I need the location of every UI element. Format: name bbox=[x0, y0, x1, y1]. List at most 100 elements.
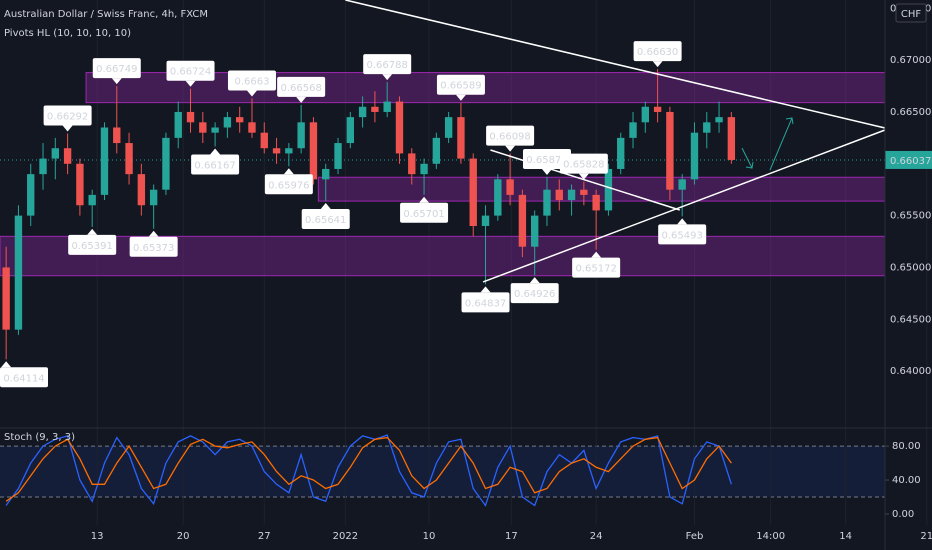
pivot-box bbox=[522, 148, 571, 169]
pivot-box bbox=[92, 58, 141, 79]
candle-body bbox=[690, 132, 699, 180]
pivot-box bbox=[264, 174, 313, 195]
currency: CHF bbox=[901, 9, 922, 20]
pivot-label: 0.65493 bbox=[662, 230, 703, 241]
pivot-pointer bbox=[185, 80, 196, 87]
pivot-pointer bbox=[246, 90, 257, 97]
pivot-box bbox=[436, 74, 485, 95]
candle-body bbox=[506, 179, 514, 195]
pivot-box bbox=[363, 54, 412, 75]
candle-body bbox=[27, 174, 35, 216]
y-tick-label: 40.00 bbox=[892, 475, 921, 486]
y-tick-label: 0.65000 bbox=[890, 262, 931, 273]
candle-body bbox=[604, 168, 613, 211]
candle-body bbox=[481, 215, 490, 226]
pivot-label: 0.66589 bbox=[440, 81, 481, 92]
pivot-pointer bbox=[480, 286, 491, 293]
x-tick-label: Feb bbox=[686, 531, 704, 542]
candle-body bbox=[334, 143, 342, 169]
pivot-box bbox=[633, 41, 682, 62]
candle-body bbox=[223, 117, 232, 128]
pivot-pointer bbox=[1, 361, 12, 368]
trendline bbox=[482, 129, 886, 283]
x-tick-label: 13 bbox=[91, 531, 104, 542]
pivot-box bbox=[129, 236, 178, 257]
pivot-pointer bbox=[419, 196, 430, 203]
candle-body bbox=[322, 168, 330, 180]
pivot-label: 0.66724 bbox=[170, 67, 211, 78]
y-tick-label: 0.64000 bbox=[890, 366, 931, 377]
pivot-label: 0.64114 bbox=[3, 373, 44, 384]
pivot-pointer bbox=[677, 218, 688, 225]
candle-body bbox=[420, 163, 428, 175]
candle-body bbox=[186, 111, 195, 123]
pivot-box bbox=[486, 125, 535, 146]
pivot-label: 0.65873 bbox=[526, 155, 567, 166]
pivot-pointer bbox=[505, 145, 516, 152]
pivot-pointer bbox=[382, 74, 393, 81]
pivot-label: 0.66568 bbox=[280, 83, 321, 94]
pivot-box bbox=[572, 257, 621, 278]
pivot-label: 0.66630 bbox=[637, 47, 678, 58]
pivot-label: 0.66788 bbox=[367, 60, 408, 71]
pivot-pointer bbox=[541, 168, 552, 175]
y-tick-label: 0.67000 bbox=[890, 55, 931, 66]
pivot-pointer bbox=[578, 173, 589, 180]
stoch-line bbox=[5, 436, 732, 502]
candle-body bbox=[76, 163, 84, 206]
y-tick-label: 0.64500 bbox=[890, 314, 931, 325]
pivot-pointer bbox=[111, 78, 122, 85]
candle-body bbox=[641, 106, 649, 123]
candle-body bbox=[678, 179, 686, 190]
candle-body bbox=[2, 267, 10, 330]
trendline bbox=[490, 149, 680, 211]
pivot-box bbox=[191, 154, 240, 175]
candle-body bbox=[666, 111, 674, 190]
candle-body bbox=[592, 194, 600, 211]
trendline bbox=[345, 0, 886, 129]
pivot-label: 0.65373 bbox=[133, 243, 174, 254]
candle-body bbox=[174, 111, 182, 138]
candle-body bbox=[88, 194, 96, 206]
candle-body bbox=[408, 153, 416, 175]
pivot-pointer bbox=[529, 277, 540, 284]
candle-body bbox=[309, 122, 318, 180]
pivot-box bbox=[400, 202, 449, 223]
x-tick-label: 21 bbox=[920, 531, 932, 542]
pivot-pointer bbox=[210, 148, 221, 155]
pivot-pointer bbox=[591, 251, 602, 258]
candle-body bbox=[457, 117, 465, 159]
pivot-box bbox=[559, 153, 608, 174]
x-tick-label: 14:00 bbox=[756, 531, 785, 542]
candle-body bbox=[113, 127, 121, 144]
arrow bbox=[769, 117, 794, 171]
candle-body bbox=[39, 158, 47, 175]
candle-body bbox=[371, 106, 379, 112]
pivot-pointer bbox=[87, 228, 98, 235]
candle-body bbox=[285, 148, 293, 154]
pivot-box bbox=[658, 224, 707, 245]
pivot-pointer bbox=[296, 96, 307, 103]
x-tick-label: 20 bbox=[177, 531, 190, 542]
candle-body bbox=[125, 143, 133, 175]
chart-title: Australian Dollar / Swiss Franc, 4h, FXC… bbox=[4, 9, 208, 20]
stoch-line bbox=[5, 434, 733, 507]
pivot-pointer bbox=[652, 61, 663, 68]
pivot-box bbox=[227, 70, 276, 91]
candle-body bbox=[395, 101, 404, 154]
candle-body bbox=[715, 117, 723, 123]
pivot-box bbox=[0, 367, 48, 388]
candle-body bbox=[358, 106, 367, 118]
candle-body bbox=[531, 215, 539, 247]
x-tick-label: 27 bbox=[258, 531, 271, 542]
pivot-label: 0.65976 bbox=[268, 180, 309, 191]
last-price-label: 0.66037 bbox=[890, 156, 931, 167]
arrow bbox=[741, 147, 754, 169]
pivot-box bbox=[166, 60, 215, 81]
candle-body bbox=[555, 189, 563, 201]
candle-body bbox=[162, 137, 170, 190]
pivot-pointer bbox=[62, 125, 73, 132]
pivot-box bbox=[43, 105, 92, 126]
candle-body bbox=[703, 122, 711, 133]
